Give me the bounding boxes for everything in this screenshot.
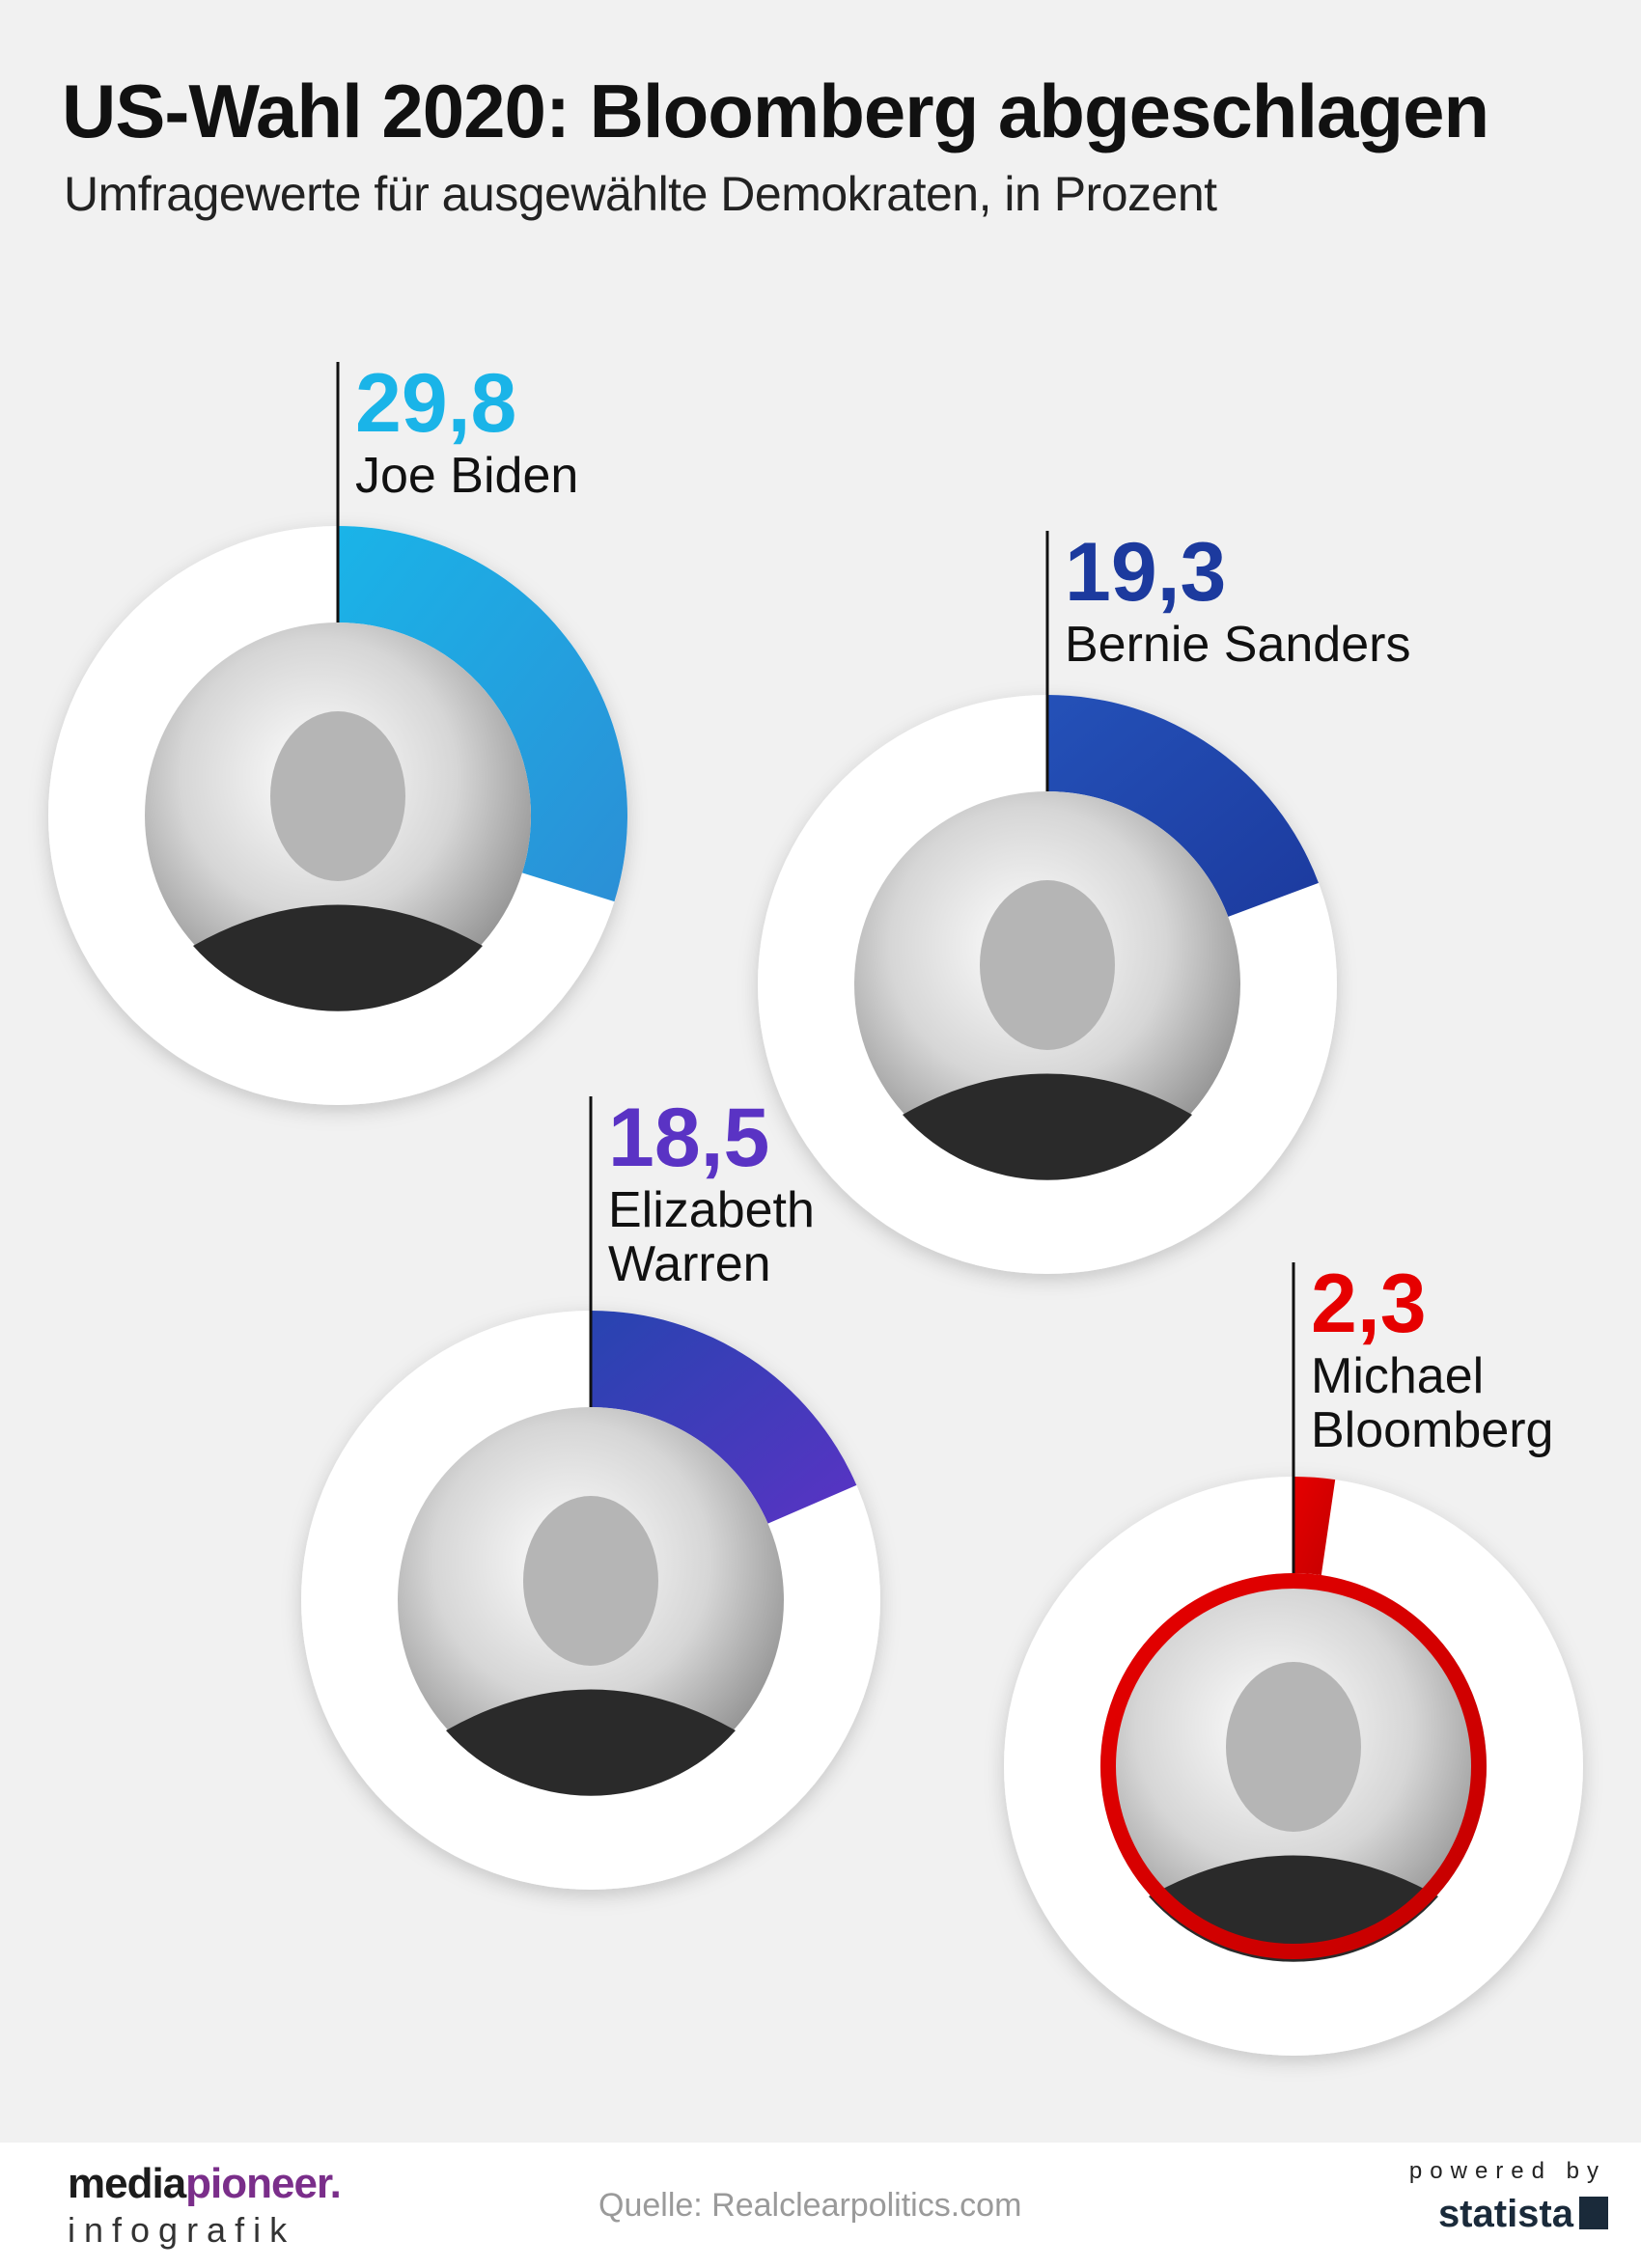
series-name-label: Elizabeth (608, 1182, 815, 1238)
series-name-label: Joe Biden (355, 448, 578, 504)
value-label: 18,5 (608, 1092, 769, 1184)
highlight-ring (1100, 1573, 1487, 1959)
portrait-face (270, 711, 405, 881)
donut-slice (591, 1311, 857, 1524)
chart-subtitle: Umfragewerte für ausgewählte Demokraten,… (64, 167, 1217, 221)
series-name-label: Warren (608, 1236, 771, 1292)
series-name-label: Bloomberg (1311, 1402, 1553, 1458)
series-name-label: Bernie Sanders (1065, 617, 1410, 673)
powered-by-label: powered by (1408, 2158, 1606, 2184)
portrait-face (1226, 1662, 1361, 1832)
mediapioneer-logo: mediapioneer. (68, 2160, 342, 2207)
donut-slice (338, 526, 627, 902)
value-label: 29,8 (355, 357, 516, 450)
brand-subtitle: infografik (68, 2210, 296, 2250)
portrait-shoulders (903, 1073, 1192, 1180)
statista-logo: statista (1437, 2193, 1573, 2235)
donut-slice (1047, 695, 1319, 917)
donut-slice (1293, 1477, 1336, 1576)
chart-title: US-Wahl 2020: Bloomberg abgeschlagen (62, 69, 1489, 153)
portrait-shoulders (446, 1689, 736, 1796)
statista-icon (1579, 2197, 1608, 2229)
value-label: 2,3 (1311, 1258, 1427, 1350)
value-label: 19,3 (1065, 526, 1226, 619)
portrait-face (523, 1496, 658, 1666)
portrait-face (980, 880, 1115, 1050)
source-note: Quelle: Realclearpolitics.com (598, 2187, 1022, 2224)
footer (0, 2143, 1641, 2268)
series-name-label: Michael (1311, 1348, 1484, 1404)
portrait-shoulders (193, 904, 483, 1011)
